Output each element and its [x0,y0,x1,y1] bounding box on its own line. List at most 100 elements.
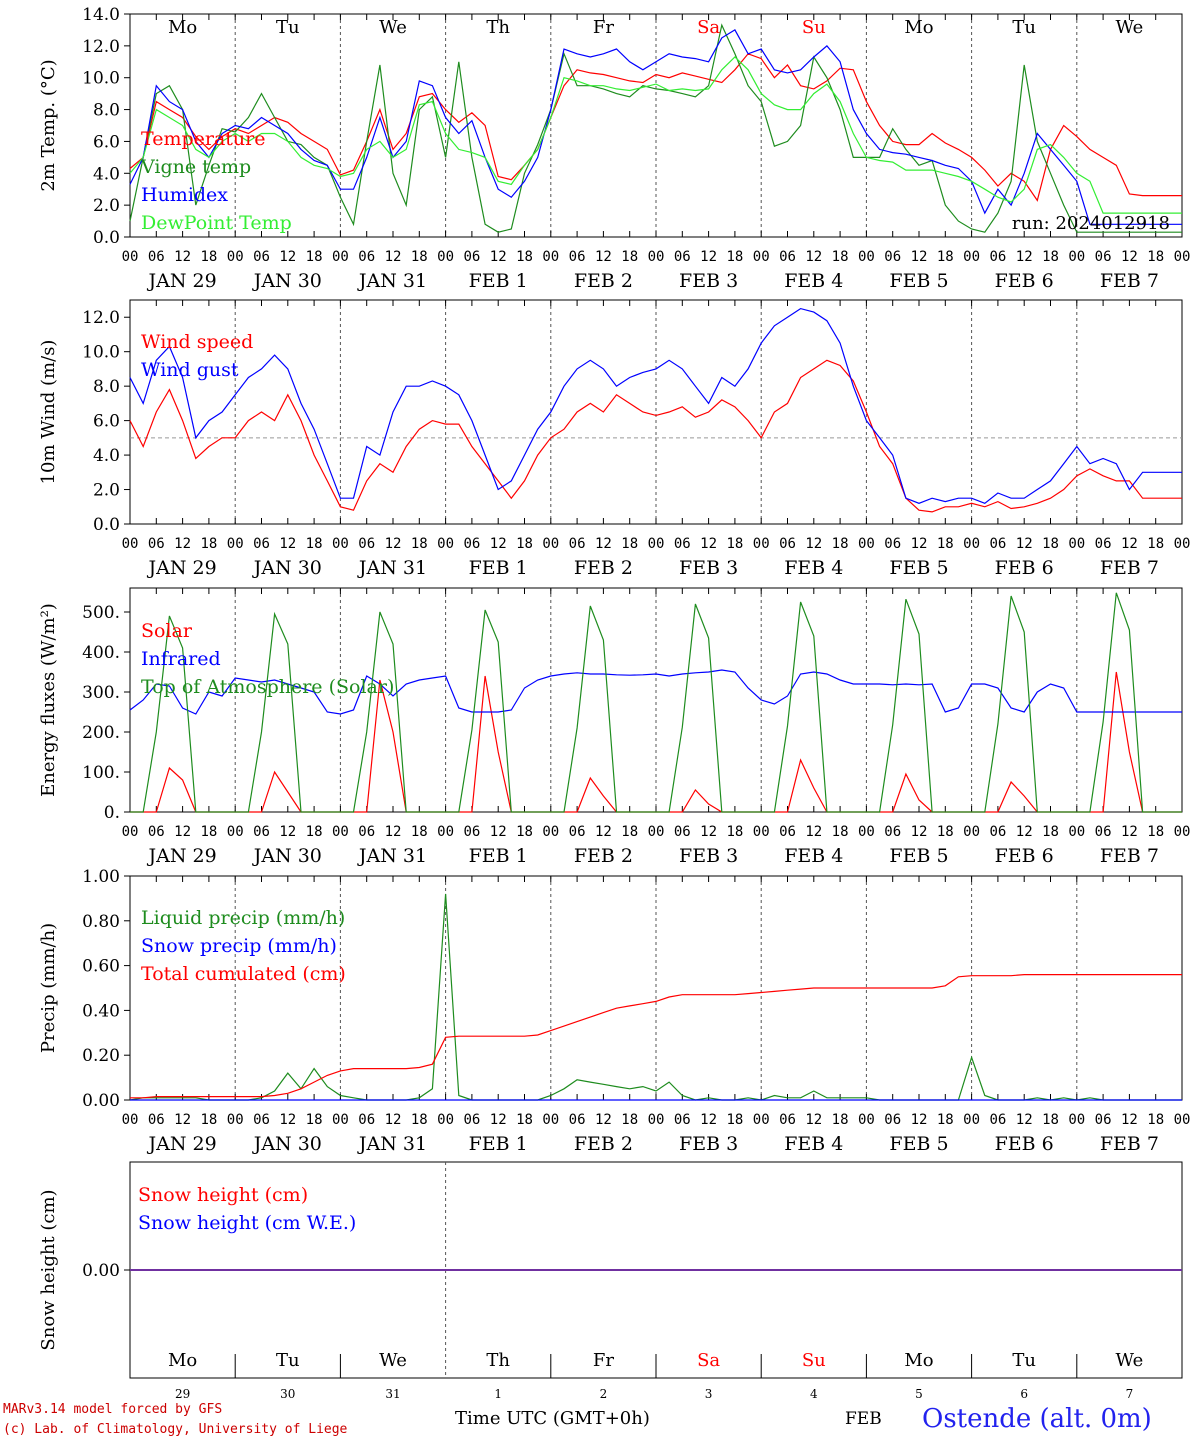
day-name: Tu [276,1350,300,1371]
hour-tick-label: 00 [648,536,665,552]
day-name: Sa [697,1350,720,1371]
series-line [129,669,1182,715]
series-line [129,23,1182,233]
day-number: 29 [175,1387,190,1401]
hour-tick-label: 06 [989,249,1006,265]
day-name: Tu [1012,17,1036,38]
time-axis-title: Time UTC (GMT+0h) [455,1408,650,1429]
legend-entry: Top of Atmosphere (Solar) [141,676,394,698]
date-label: FEB 1 [469,1133,528,1155]
hour-tick-label: 06 [779,824,796,840]
hour-tick-label: 00 [437,1112,454,1128]
hour-tick-label: 00 [858,1112,875,1128]
hour-tick-label: 00 [648,824,665,840]
hour-tick-label: 00 [1068,824,1085,840]
hour-tick-label: 00 [437,824,454,840]
hour-tick-label: 06 [884,1112,901,1128]
hour-tick-label: 12 [490,249,507,265]
hour-tick-label: 18 [516,249,533,265]
y-tick-label: 12.0 [82,37,120,57]
hour-tick-label: 00 [963,536,980,552]
day-number: 3 [705,1387,713,1401]
series-line [129,307,1182,504]
hour-tick-label: 06 [989,536,1006,552]
hour-tick-label: 12 [805,824,822,840]
hour-tick-label: 12 [911,249,928,265]
y-tick-label: 14.0 [82,5,120,25]
hour-tick-label: 00 [437,249,454,265]
hour-tick-label: 12 [1016,824,1033,840]
hour-tick-label: 18 [1147,536,1164,552]
hour-tick-label: 12 [595,249,612,265]
date-label: FEB 5 [889,1133,948,1155]
legend-entry: Snow height (cm) [138,1184,308,1206]
hour-tick-label: 00 [1174,536,1191,552]
hour-tick-label: 00 [963,1112,980,1128]
date-label: FEB 7 [1100,557,1159,579]
hour-tick-label: 18 [937,536,954,552]
hour-tick-label: 12 [700,1112,717,1128]
y-tick-label: 6.0 [93,132,120,152]
day-name: Sa [697,17,720,38]
y-tick-label: 4.0 [93,164,120,184]
hour-tick-label: 18 [516,536,533,552]
y-tick-label: 2.0 [93,481,120,501]
hour-tick-label: 00 [227,536,244,552]
y-tick-label: 0.20 [82,1046,120,1066]
hour-tick-label: 18 [1147,824,1164,840]
y-axis-title: Energy fluxes (W/m²) [38,603,59,797]
hour-tick-label: 18 [726,249,743,265]
hour-tick-label: 00 [963,249,980,265]
legend-entry: Temperature [141,128,265,150]
hour-tick-label: 18 [832,536,849,552]
hour-tick-label: 12 [700,824,717,840]
hour-tick-label: 06 [1095,536,1112,552]
day-number: 30 [280,1387,295,1401]
hour-tick-label: 12 [385,1112,402,1128]
hour-tick-label: 00 [753,536,770,552]
hour-tick-label: 00 [1068,249,1085,265]
date-label: FEB 6 [995,845,1054,867]
hour-tick-label: 18 [1042,249,1059,265]
hour-tick-label: 12 [805,536,822,552]
hour-tick-label: 00 [122,1112,139,1128]
hour-tick-label: 12 [385,249,402,265]
hour-tick-label: 12 [1016,1112,1033,1128]
date-label: FEB 5 [889,557,948,579]
hour-tick-label: 06 [989,1112,1006,1128]
hour-tick-label: 06 [358,249,375,265]
date-label: FEB 2 [574,557,633,579]
date-label: FEB 6 [995,557,1054,579]
y-tick-label: 1.00 [82,867,120,887]
day-number: 2 [600,1387,608,1401]
date-label: JAN 29 [147,845,217,867]
day-number: 6 [1020,1387,1028,1401]
date-label: JAN 30 [252,270,322,292]
y-tick-label: 300. [82,683,120,703]
date-label: FEB 4 [784,1133,843,1155]
date-label: FEB 5 [889,845,948,867]
date-label: FEB 7 [1100,845,1159,867]
hour-tick-label: 12 [1121,536,1138,552]
date-label: FEB 3 [679,1133,738,1155]
hour-tick-label: 00 [332,824,349,840]
hour-tick-label: 06 [253,249,270,265]
date-label: FEB 7 [1100,1133,1159,1155]
hour-tick-label: 12 [911,824,928,840]
hour-tick-label: 12 [174,1112,191,1128]
hour-tick-label: 12 [595,1112,612,1128]
wind-panel: 0.0 2.0 4.0 6.0 8.0 10.0 12.0 10m Wind (m/s) Win… [38,299,1191,579]
hour-tick-label: 06 [674,824,691,840]
y-tick-label: 200. [82,723,120,743]
hour-tick-label: 00 [1068,536,1085,552]
hour-tick-label: 12 [700,249,717,265]
hour-tick-label: 06 [989,824,1006,840]
day-name: Fr [593,1350,614,1371]
hour-tick-label: 18 [411,1112,428,1128]
hour-tick-label: 00 [1174,249,1191,265]
hour-tick-label: 18 [726,536,743,552]
hour-tick-label: 12 [911,536,928,552]
hour-tick-label: 12 [279,824,296,840]
hour-tick-label: 06 [358,1112,375,1128]
legend-entry: Solar [141,620,193,642]
